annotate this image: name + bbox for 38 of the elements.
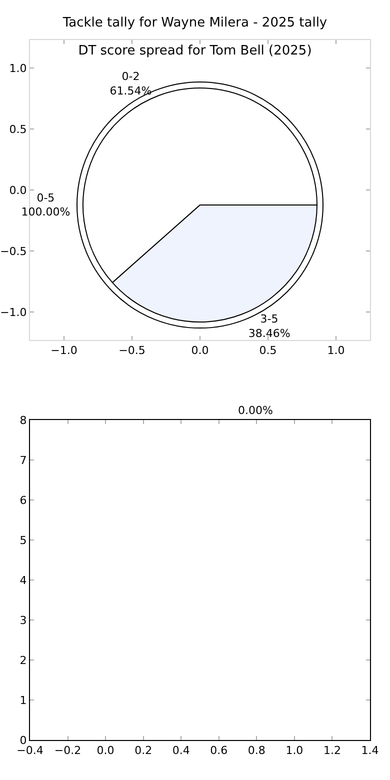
y-tick-label: 7 [20,454,27,467]
x-tick-label: 1.4 [361,744,379,758]
y-tick-label: 8 [20,414,27,427]
x-tick-label: 0.6 [210,744,228,758]
slice-label: 0-2 [122,70,140,84]
x-tick-label: 0.8 [248,744,266,758]
data-label: 100.00% [21,206,70,219]
chart-title: Tackle tally for Wayne Milera - 2025 tally [62,16,328,31]
y-tick-label: −0.5 [0,244,27,258]
chart-title: DT score spread for Tom Bell (2025) [78,44,312,59]
y-tick-label: 6 [20,494,27,507]
text: 0.00% [238,404,273,417]
x-tick-label: 0.0 [191,344,209,358]
data-label: 61.54% [110,84,152,98]
x-tick-label: −1.0 [50,344,78,358]
x-tick-label: 1.2 [323,744,341,758]
y-tick-label: 0.0 [9,184,27,197]
x-tick-label: 0.4 [172,744,190,758]
x-tick-label: −0.5 [118,344,146,358]
y-tick-label: 4 [20,574,27,587]
x-tick-label: 1.0 [286,744,304,758]
x-tick-label: 0.0 [96,744,114,758]
slice-label: 3-5 [260,312,278,326]
x-tick-label: −0.4 [16,744,44,758]
y-tick-label: 3 [20,614,27,627]
y-tick-label: 1 [20,694,27,707]
x-tick-label: −0.2 [54,744,82,758]
y-tick-label: 1.0 [9,62,27,75]
x-tick-label: 0.5 [259,344,277,358]
y-tick-label: 5 [20,534,27,547]
y-tick-label: 0.5 [9,122,27,136]
slice-label: 0-5 [36,191,55,204]
data-label: 38.46% [248,326,290,340]
x-tick-label: 1.0 [327,344,345,358]
y-tick-label: 0 [20,734,27,747]
x-tick-label: 0.2 [134,744,152,758]
y-tick-label: −1.0 [0,306,27,319]
y-tick-label: 2 [20,654,27,667]
